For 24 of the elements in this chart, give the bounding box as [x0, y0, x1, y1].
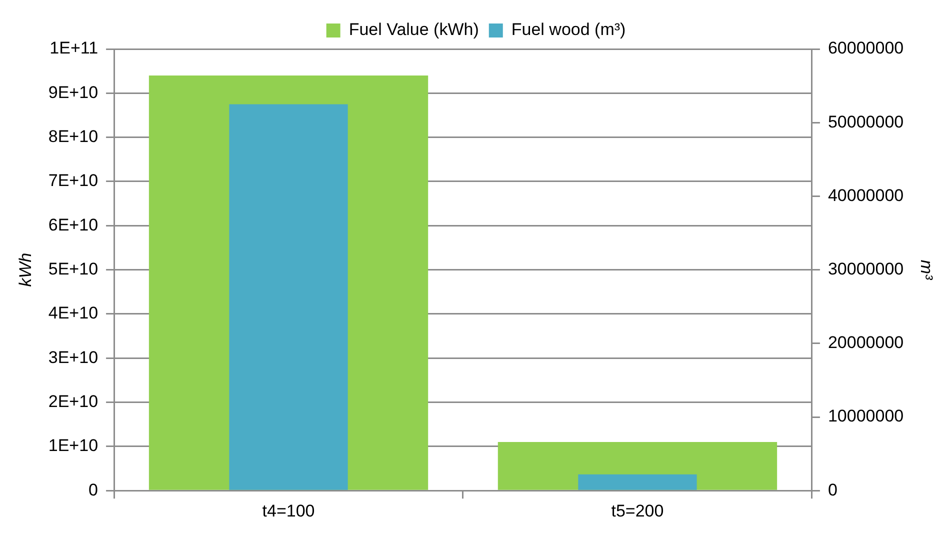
y-tick-label: 4E+10 [48, 304, 98, 323]
y-tick-label: 6E+10 [48, 215, 98, 234]
x-tick-label: t5=200 [611, 501, 664, 520]
y-tick-label: 2E+10 [48, 392, 98, 411]
y2-tick-label: 10000000 [828, 406, 904, 426]
y2-tick-label: 60000000 [828, 38, 904, 58]
y2-tick-label: 20000000 [828, 333, 904, 352]
y2-tick-label: 0 [828, 480, 838, 500]
y-tick-label: 8E+10 [48, 127, 98, 146]
y-tick-label: 1E+10 [48, 436, 98, 456]
y-tick-label: 1E+11 [50, 38, 98, 58]
y-tick-label: 0 [88, 480, 98, 500]
legend-label: Fuel Value (kWh) [348, 20, 479, 40]
y-axis-title: kWh [16, 252, 35, 287]
y-tick-label: 3E+10 [48, 348, 98, 367]
y-tick-label: 7E+10 [48, 171, 98, 190]
y2-tick-label: 40000000 [828, 186, 904, 205]
y2-axis-title: m³ [917, 260, 936, 282]
y2-tick-label: 50000000 [828, 112, 904, 132]
legend-label: Fuel wood (m³) [511, 20, 626, 40]
y2-tick-label: 30000000 [828, 259, 904, 278]
x-tick-label: t4=100 [262, 501, 315, 520]
y-tick-label: 9E+10 [48, 82, 98, 102]
y-tick-label: 5E+10 [48, 259, 98, 278]
